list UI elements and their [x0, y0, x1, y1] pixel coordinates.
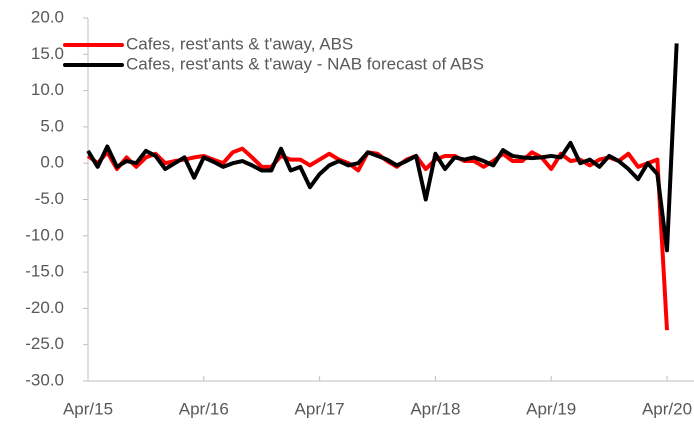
y-tick-label: -25.0 [25, 334, 64, 353]
y-tick-label: 0.0 [40, 153, 64, 172]
series-line [86, 146, 669, 331]
y-tick-label: 5.0 [40, 116, 64, 135]
x-tick-label: Apr/17 [295, 399, 345, 418]
y-tick-label: -30.0 [25, 370, 64, 389]
y-tick-label: 15.0 [31, 44, 64, 63]
x-tick-label: Apr/16 [179, 399, 229, 418]
y-tick-label: 10.0 [31, 80, 64, 99]
legend-label: Cafes, rest'ants & t'away - NAB forecast… [126, 54, 484, 73]
y-tick-label: 20.0 [31, 7, 64, 26]
y-tick-label: -20.0 [25, 298, 64, 317]
series-line [86, 43, 679, 253]
x-tick-label: Apr/19 [526, 399, 576, 418]
x-tick-label: Apr/18 [410, 399, 460, 418]
y-tick-label: -15.0 [25, 262, 64, 281]
x-tick-label: Apr/20 [642, 399, 692, 418]
y-tick-label: -5.0 [35, 189, 64, 208]
x-tick-label: Apr/15 [63, 399, 113, 418]
y-tick-label: -10.0 [25, 225, 64, 244]
legend-label: Cafes, rest'ants & t'away, ABS [126, 34, 353, 53]
